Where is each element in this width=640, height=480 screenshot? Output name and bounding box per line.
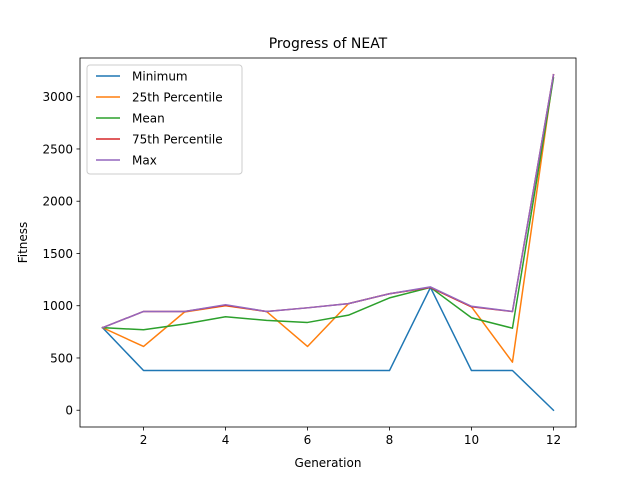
series-layer <box>101 73 555 412</box>
legend-label-1: 25th Percentile <box>132 91 223 105</box>
chart-title: Progress of NEAT <box>269 36 388 52</box>
x-axis-label: Generation <box>295 456 362 470</box>
y-axis-label: Fitness <box>16 222 30 264</box>
y-tick-label: 2000 <box>42 195 73 209</box>
series-line-4 <box>101 73 555 329</box>
series-line-2 <box>101 77 555 331</box>
series-line-0 <box>101 286 555 412</box>
y-tick-label: 1000 <box>42 299 73 313</box>
plot-frame <box>79 57 577 428</box>
x-tick-label: 10 <box>464 433 479 447</box>
legend-box <box>86 64 243 175</box>
x-tick-label: 2 <box>140 433 148 447</box>
y-tick-label: 0 <box>65 404 73 418</box>
x-tick-label: 6 <box>304 433 312 447</box>
x-tick-label: 12 <box>546 433 561 447</box>
axes-layer: 2 4 6 8 10 12 0 500 1000 1500 2000 2500 3000 <box>42 57 577 447</box>
x-tick-label: 4 <box>222 433 230 447</box>
legend-label-4: Max <box>132 154 157 168</box>
legend: Minimum 25th Percentile Mean 75th Percentil… <box>86 64 243 175</box>
legend-label-3: 75th Percentile <box>132 133 223 147</box>
series-line-1 <box>101 73 555 363</box>
y-tick-label: 3000 <box>42 90 73 104</box>
y-tick-label: 500 <box>50 351 73 365</box>
y-tick-label: 1500 <box>42 247 73 261</box>
x-tick-label: 8 <box>386 433 394 447</box>
legend-label-0: Minimum <box>132 70 188 84</box>
y-tick-label: 2500 <box>42 142 73 156</box>
legend-label-2: Mean <box>132 112 165 126</box>
